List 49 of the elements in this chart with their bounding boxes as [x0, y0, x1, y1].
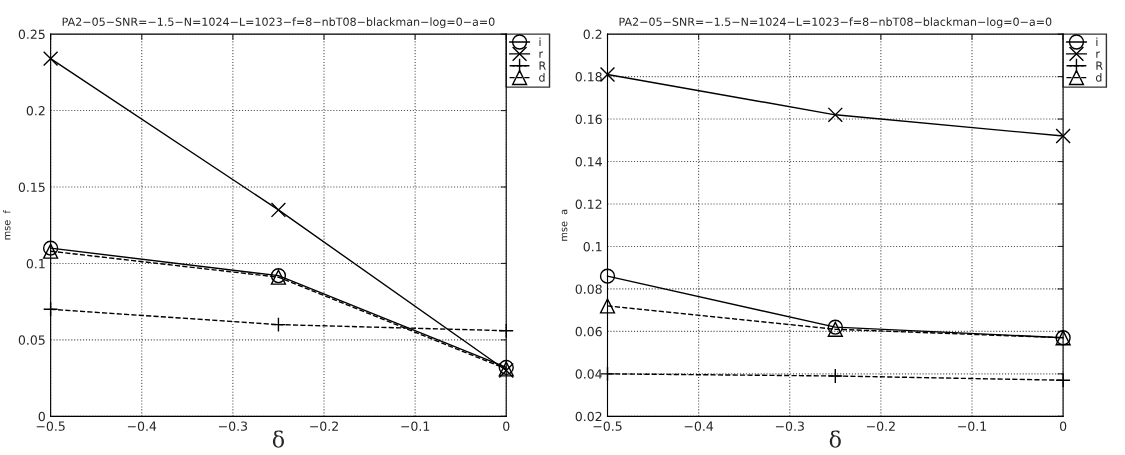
y-tick-label: 0.05: [18, 335, 45, 345]
x-tick-label: 0: [1059, 421, 1067, 431]
legend-label: r: [539, 51, 544, 58]
x-tick-label: −0.2: [867, 421, 895, 431]
y-tick-label: 0.12: [575, 199, 602, 209]
legend-label: R: [539, 61, 546, 70]
y-tick-label: 0.2: [26, 106, 45, 116]
y-tick-label: 0.1: [26, 258, 45, 269]
point: [42, 50, 59, 67]
x-tick-label: −0.5: [36, 421, 65, 431]
point: [827, 107, 843, 123]
x-axis-title: δ: [272, 430, 285, 448]
x-tick-label: 0: [503, 421, 510, 431]
y-tick-label: 0.2: [583, 29, 602, 40]
y-tick-label: 0.18: [575, 72, 602, 82]
y-tick-label: 0.04: [575, 369, 602, 379]
x-tick-label: −0.4: [127, 421, 157, 431]
legend-label: r: [1096, 51, 1100, 58]
y-tick-label: 0.02: [575, 411, 602, 422]
point: [270, 202, 287, 218]
x-tick-label: −0.4: [684, 421, 714, 431]
y-tick-label: 0.06: [575, 326, 602, 337]
y-tick-label: 0.15: [18, 182, 45, 192]
x-tick-label: −0.1: [401, 421, 430, 431]
x-tick-label: −0.1: [958, 421, 987, 431]
x-tick-label: −0.5: [593, 421, 622, 431]
point: [270, 316, 287, 333]
legend-label: d: [1095, 73, 1102, 82]
point: [1055, 128, 1071, 144]
y-tick-label: 0.08: [575, 284, 602, 294]
legend-label: i: [539, 37, 541, 46]
y-axis-title: mse f: [2, 209, 11, 240]
legend-label: i: [1096, 37, 1098, 46]
chart-title: PA2−05−SNR=−1.5−N=1024−L=1023−f=8−nbT08−blackman−log=0−a=0: [619, 17, 1052, 29]
y-tick-label: 0.16: [575, 114, 602, 124]
y-tick-label: 0.1: [583, 241, 602, 252]
chart-title: PA2−05−SNR=−1.5−N=1024−L=1023−f=8−nbT08−blackman−log=0−a=0: [62, 17, 495, 29]
x-tick-label: −0.3: [219, 421, 248, 431]
x-axis-title: δ: [829, 430, 841, 448]
y-tick-label: 0: [38, 411, 45, 422]
point: [599, 298, 616, 314]
y-tick-label: 0.25: [18, 29, 45, 40]
y-axis-title: mse a: [561, 209, 568, 241]
x-tick-label: −0.3: [775, 421, 804, 431]
y-tick-label: 0.14: [575, 157, 602, 167]
point: [599, 268, 616, 284]
x-tick-label: −0.2: [310, 421, 338, 431]
legend-label: d: [539, 73, 545, 82]
legend-label: R: [1096, 61, 1103, 70]
